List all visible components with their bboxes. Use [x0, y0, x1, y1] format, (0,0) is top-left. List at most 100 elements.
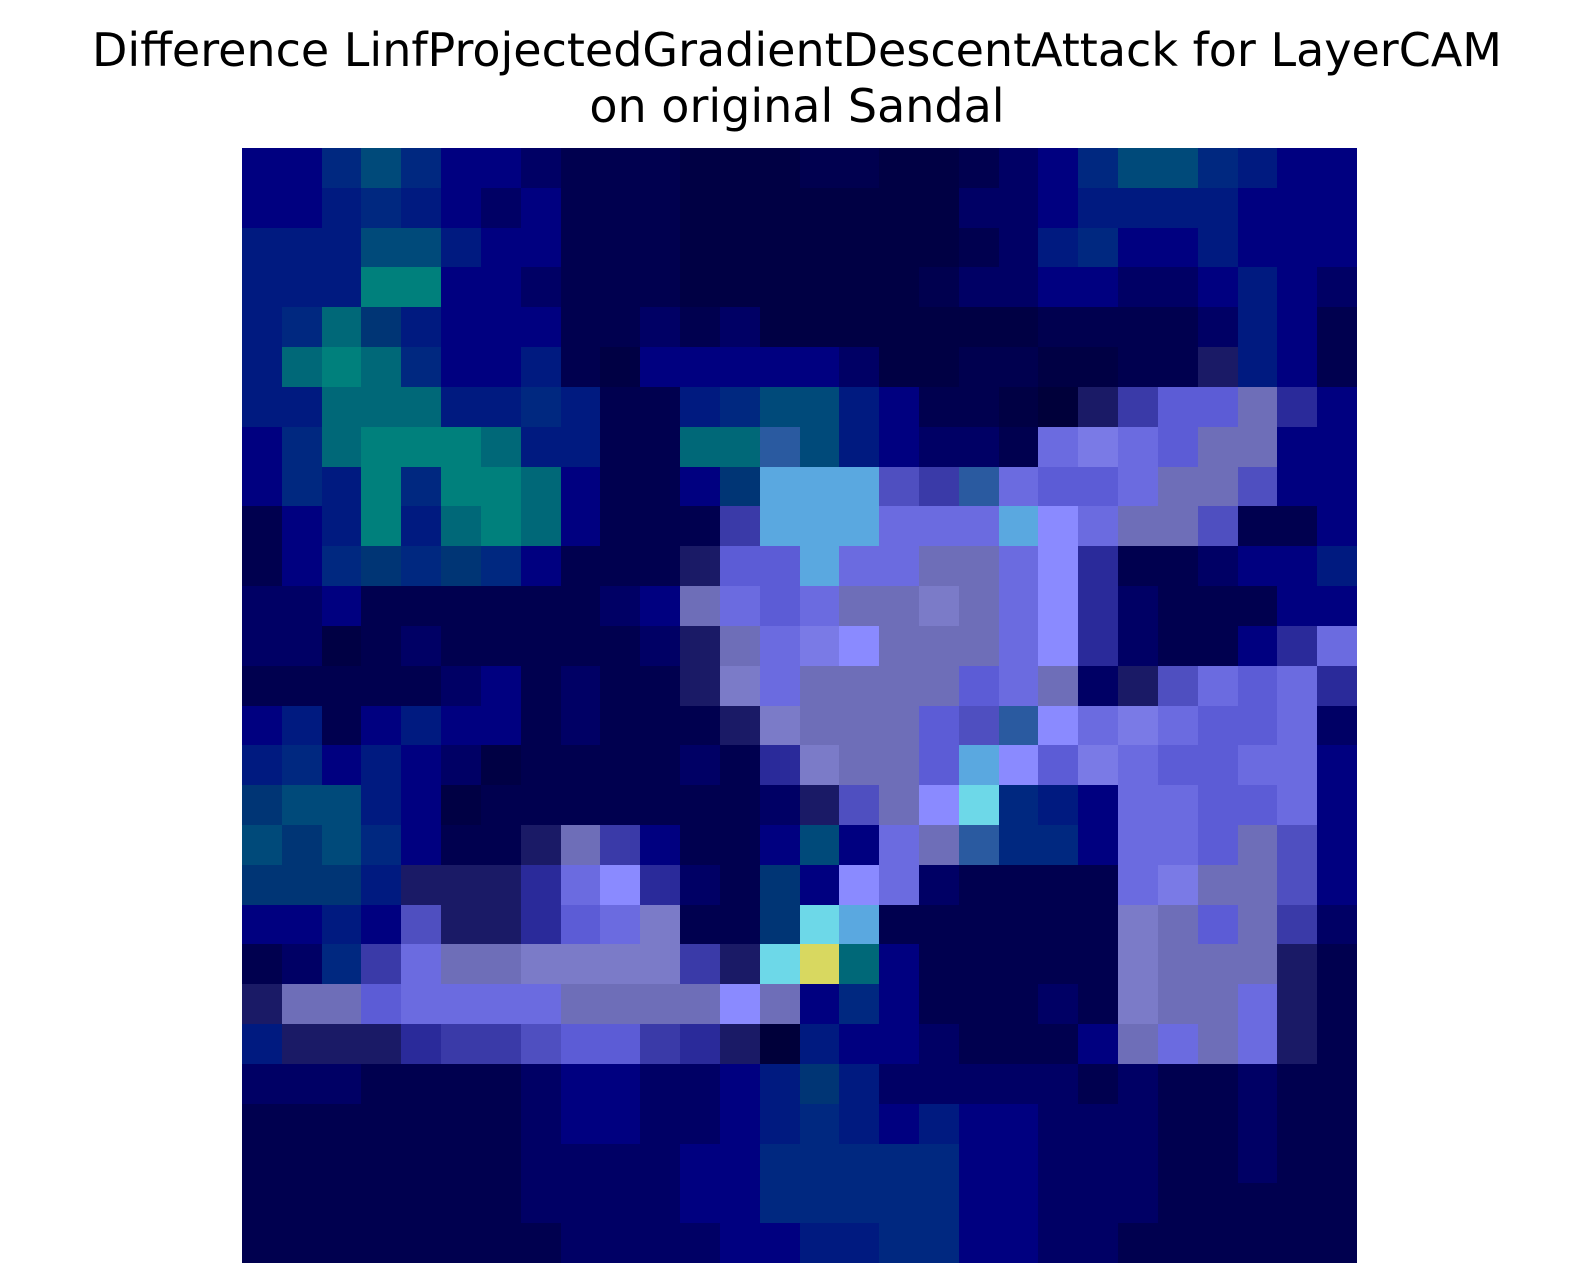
heatmap-cell: [321, 824, 362, 865]
heatmap-cell: [281, 745, 322, 786]
heatmap-cell: [441, 1103, 481, 1144]
heatmap-cell: [799, 148, 840, 188]
heatmap-cell: [1118, 785, 1158, 825]
heatmap-cell: [998, 824, 1039, 865]
heatmap-cell: [1237, 546, 1278, 587]
heatmap-cell: [640, 187, 681, 228]
heatmap-cell: [441, 864, 481, 905]
heatmap-cell: [680, 1063, 720, 1104]
heatmap-cell: [242, 1103, 282, 1144]
heatmap-cell: [640, 307, 681, 348]
heatmap-cell: [759, 267, 800, 308]
heatmap-cell: [281, 705, 322, 746]
heatmap-cell: [1237, 944, 1278, 985]
heatmap-cell: [998, 187, 1039, 228]
heatmap-cell: [242, 625, 282, 666]
heatmap-cell: [1237, 347, 1278, 387]
heatmap-cell: [560, 187, 601, 228]
heatmap-cell: [1038, 1024, 1079, 1064]
heatmap-cell: [918, 1183, 959, 1224]
heatmap-cell: [242, 904, 282, 945]
heatmap-cell: [1197, 944, 1238, 985]
heatmap-cell: [680, 187, 720, 228]
heatmap-cell: [401, 785, 442, 825]
heatmap-cell: [1078, 148, 1119, 188]
heatmap-cell: [958, 984, 999, 1025]
heatmap-cell: [998, 426, 1039, 467]
heatmap-cell: [361, 466, 402, 507]
heatmap-cell: [719, 1223, 760, 1263]
heatmap-cell: [640, 1223, 681, 1263]
heatmap-cell: [799, 386, 840, 427]
heatmap-cell: [1277, 864, 1318, 905]
heatmap-cell: [1277, 1063, 1318, 1104]
heatmap-cell: [958, 785, 999, 825]
heatmap-cell: [918, 984, 959, 1025]
heatmap-cell: [560, 864, 601, 905]
heatmap-cell: [1157, 307, 1198, 348]
heatmap-cell: [281, 1024, 322, 1064]
heatmap-cell: [361, 506, 402, 547]
heatmap-cell: [1078, 1183, 1119, 1224]
heatmap-cell: [600, 426, 641, 467]
heatmap-cell: [560, 665, 601, 706]
heatmap-cell: [918, 1024, 959, 1064]
heatmap-cell: [1237, 864, 1278, 905]
heatmap-cell: [401, 1223, 442, 1263]
attack-difference-heatmap: [242, 148, 1357, 1263]
heatmap-cell: [1038, 1063, 1079, 1104]
heatmap-cell: [520, 267, 561, 308]
heatmap-cell: [1157, 347, 1198, 387]
heatmap-cell: [560, 347, 601, 387]
heatmap-cell: [839, 227, 880, 268]
heatmap-cell: [1317, 1063, 1357, 1104]
heatmap-cell: [998, 546, 1039, 587]
heatmap-cell: [1038, 148, 1079, 188]
heatmap-cell: [1197, 864, 1238, 905]
heatmap-cell: [719, 227, 760, 268]
heatmap-cell: [1078, 466, 1119, 507]
heatmap-cell: [958, 625, 999, 666]
heatmap-cell: [560, 227, 601, 268]
heatmap-cell: [480, 904, 521, 945]
heatmap-cell: [799, 944, 840, 985]
heatmap-cell: [799, 1223, 840, 1263]
heatmap-cell: [640, 904, 681, 945]
heatmap-cell: [520, 705, 561, 746]
heatmap-cell: [361, 665, 402, 706]
heatmap-cell: [1237, 745, 1278, 786]
heatmap-cell: [1197, 785, 1238, 825]
heatmap-cell: [520, 904, 561, 945]
heatmap-cell: [1197, 347, 1238, 387]
heatmap-cell: [799, 1103, 840, 1144]
heatmap-cell: [560, 586, 601, 626]
heatmap-cell: [998, 466, 1039, 507]
heatmap-cell: [600, 187, 641, 228]
heatmap-cell: [1197, 586, 1238, 626]
heatmap-cell: [242, 506, 282, 547]
heatmap-cell: [401, 227, 442, 268]
heatmap-cell: [958, 546, 999, 587]
heatmap-cell: [560, 1183, 601, 1224]
heatmap-cell: [640, 1143, 681, 1184]
heatmap-cell: [281, 426, 322, 467]
heatmap-cell: [1237, 1223, 1278, 1263]
heatmap-cell: [520, 1183, 561, 1224]
heatmap-cell: [799, 785, 840, 825]
heatmap-cell: [759, 307, 800, 348]
heatmap-cell: [560, 1223, 601, 1263]
heatmap-cell: [560, 745, 601, 786]
heatmap-cell: [1197, 307, 1238, 348]
heatmap-cell: [998, 625, 1039, 666]
heatmap-cell: [879, 745, 919, 786]
heatmap-cell: [719, 187, 760, 228]
heatmap-cell: [321, 745, 362, 786]
heatmap-cell: [759, 1183, 800, 1224]
heatmap-cell: [1277, 347, 1318, 387]
heatmap-cell: [281, 625, 322, 666]
heatmap-cell: [1277, 1223, 1318, 1263]
heatmap-cell: [480, 1024, 521, 1064]
heatmap-cell: [1078, 984, 1119, 1025]
heatmap-cell: [918, 745, 959, 786]
heatmap-cell: [441, 785, 481, 825]
